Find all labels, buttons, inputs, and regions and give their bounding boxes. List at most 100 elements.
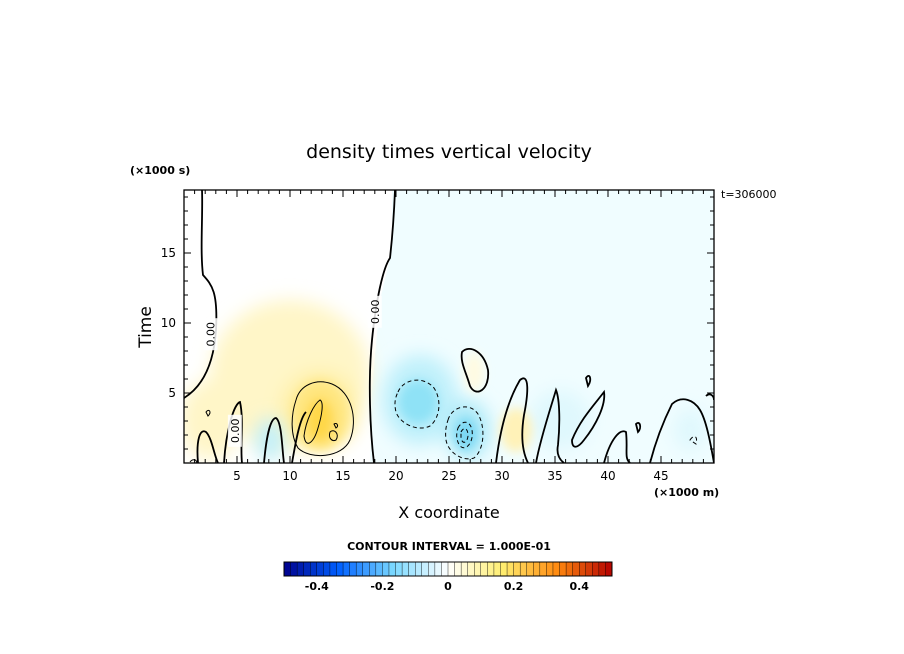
colorbar-bin <box>428 561 436 577</box>
x-tick-label: 20 <box>388 469 403 483</box>
colorbar-bin <box>303 561 311 577</box>
colorbar-bin <box>500 561 508 577</box>
zero-contour-island <box>460 348 489 393</box>
x-tick-label: 25 <box>441 469 456 483</box>
colorbar-bin <box>460 561 469 577</box>
time-stamp: t=306000 <box>721 188 777 201</box>
colorbar-bin <box>441 561 449 577</box>
x-tick-label: 35 <box>547 469 562 483</box>
colorbar-bin <box>533 561 541 577</box>
zero-contour-right-3 <box>571 389 606 448</box>
shaded-field <box>184 190 714 463</box>
negative-contour-cell-2-inner <box>456 421 473 449</box>
x-tick-label: 10 <box>282 469 297 483</box>
y-tick-label: 10 <box>161 316 176 330</box>
colorbar-bin <box>375 561 383 577</box>
colorbar-bin <box>487 561 495 577</box>
colorbar-bin <box>513 561 521 577</box>
positive-contour-0.1 <box>291 381 354 457</box>
colorbar-bin <box>369 561 377 577</box>
negative-contour-cell-1 <box>394 379 440 429</box>
zero-contour-low-mid <box>263 417 285 463</box>
zero-contour-right-2 <box>535 387 565 463</box>
axis-ticks: 5 10 15 20 25 30 35 40 45 5 10 15 <box>161 190 714 483</box>
colorbar-bin <box>447 561 456 577</box>
colorbar-bin <box>342 561 351 577</box>
colorbar-bin <box>552 561 561 577</box>
plot-area: 0.00 0.00 0.00 5 10 15 20 25 30 35 40 45 5 10 15 <box>161 189 715 483</box>
colorbar-bin <box>598 561 606 577</box>
contour-label-bg <box>367 295 382 328</box>
colorbar-bin <box>526 561 534 577</box>
colorbar-bin <box>434 561 442 577</box>
colorbar-bin <box>493 561 501 577</box>
colorbar-tick-label: -0.4 <box>305 580 329 593</box>
colorbar-tick-label: -0.2 <box>370 580 394 593</box>
colorbar-bin <box>546 561 554 577</box>
colorbar-bin <box>336 561 344 577</box>
colorbar-bin <box>329 561 337 577</box>
colorbar-bin <box>539 561 547 577</box>
negative-contour-right <box>689 436 697 445</box>
colorbar-tick-label: 0.4 <box>569 580 589 593</box>
colorbar-bin <box>310 561 318 577</box>
negative-contour-cell-2-outer <box>445 406 484 460</box>
colorbar-bin <box>421 561 429 577</box>
x-axis-label: X coordinate <box>398 503 499 522</box>
contour-label-bg <box>203 318 218 351</box>
y-tick-label: 5 <box>168 386 176 400</box>
colorbar-bin <box>290 561 298 577</box>
colorbar-bin <box>480 561 488 577</box>
colorbar-bin <box>605 561 613 577</box>
colorbar-bin <box>323 561 331 577</box>
colorbar-bin <box>355 561 364 577</box>
colorbar-bin <box>585 561 593 577</box>
chart-title: density times vertical velocity <box>306 141 592 163</box>
zero-contour-left <box>184 190 218 399</box>
colorbar-bin <box>362 561 370 577</box>
colorbar-bin <box>382 561 390 577</box>
negative-contours <box>394 379 697 460</box>
zero-contour-low-left <box>196 430 219 463</box>
positive-contours <box>291 381 354 457</box>
colorbar-bin <box>559 561 567 577</box>
colorbar-bin <box>506 561 515 577</box>
colorbar-bin <box>415 561 423 577</box>
zero-contour-right-6 <box>585 374 592 389</box>
x-tick-label: 5 <box>233 469 241 483</box>
zero-contour-right-7 <box>635 422 642 434</box>
x-axis-unit: (×1000 m) <box>654 486 719 499</box>
contour-label-bg <box>227 414 242 447</box>
y-axis-label: Time <box>136 306 156 349</box>
field-negative-core <box>398 380 477 450</box>
colorbar-bin <box>474 561 482 577</box>
colorbar-bin <box>454 561 462 577</box>
colorbar-bin <box>296 561 305 577</box>
y-tick-label: 15 <box>161 246 176 260</box>
zero-contour-right-4 <box>603 430 631 463</box>
x-tick-label: 30 <box>494 469 509 483</box>
colorbar-bin <box>395 561 403 577</box>
colorbar-frame <box>283 561 613 577</box>
zero-contour-right-1 <box>495 377 529 463</box>
colorbar-bin <box>349 561 357 577</box>
colorbar-bin <box>401 561 410 577</box>
y-axis-unit: (×1000 s) <box>130 164 190 177</box>
colorbar-tick-label: 0 <box>444 580 452 593</box>
positive-contour-small-2 <box>333 423 338 429</box>
x-tick-label: 40 <box>600 469 615 483</box>
x-tick-label: 45 <box>653 469 668 483</box>
colorbar-bin <box>467 561 475 577</box>
contour-label: 0.00 <box>205 322 218 347</box>
colorbar-bin <box>519 561 528 577</box>
zero-contour-right-5 <box>649 398 714 463</box>
x-tick-label: 15 <box>335 469 350 483</box>
colorbar-bin <box>565 561 574 577</box>
colorbar-bin <box>388 561 397 577</box>
positive-contour-0.2 <box>303 399 323 444</box>
colorbar-bin <box>408 561 416 577</box>
colorbar-bin <box>592 561 600 577</box>
zero-contour-spur <box>291 411 307 463</box>
colorbar-bin <box>579 561 587 577</box>
